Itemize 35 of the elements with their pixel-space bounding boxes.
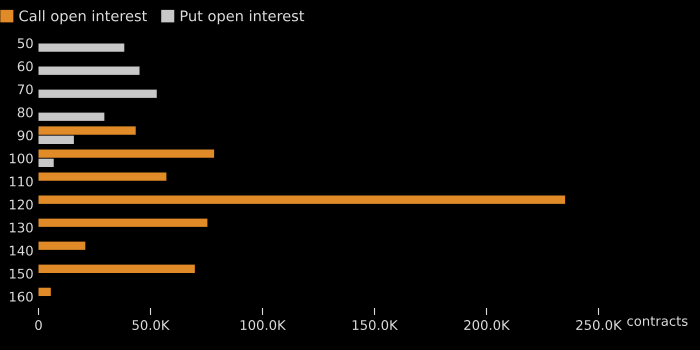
bar: [38, 218, 208, 227]
bar: [38, 288, 51, 296]
x-tick-label: 50.0K: [132, 320, 170, 330]
legend-label: Put open interest: [180, 10, 304, 24]
y-tick-label: 140: [10, 246, 33, 256]
y-tick-label: 80: [18, 107, 33, 118]
y-tick-label: 60: [18, 61, 33, 72]
bar: [38, 136, 74, 144]
bar: [38, 264, 195, 273]
bar: [38, 66, 140, 75]
x-tick-label: 150.0K: [352, 320, 398, 330]
bar: [38, 158, 54, 167]
y-tick-label: 110: [10, 176, 33, 186]
x-tick-label: 100.0K: [240, 320, 286, 330]
y-tick-label: 100: [10, 153, 33, 164]
y-tick-label: 70: [18, 84, 33, 94]
y-tick-label: 50: [18, 38, 33, 48]
bar: [38, 172, 166, 181]
bar: [38, 149, 214, 158]
x-axis-title: contracts: [627, 316, 688, 326]
y-tick-label: 150: [10, 268, 33, 279]
x-tick-label: 0: [35, 320, 42, 330]
bar: [38, 43, 124, 52]
bar: [38, 242, 86, 250]
bar: [38, 196, 566, 204]
bar: [38, 90, 157, 98]
x-tick-label: 250.0K: [576, 320, 622, 330]
y-tick-label: 120: [10, 200, 33, 210]
y-tick-label: 90: [18, 130, 33, 140]
x-tick-label: 200.0K: [464, 320, 510, 330]
bar: [38, 112, 104, 121]
legend-label: Call open interest: [19, 10, 147, 24]
bar: [38, 126, 136, 135]
y-tick-label: 130: [10, 222, 33, 233]
y-tick-label: 160: [10, 292, 33, 302]
